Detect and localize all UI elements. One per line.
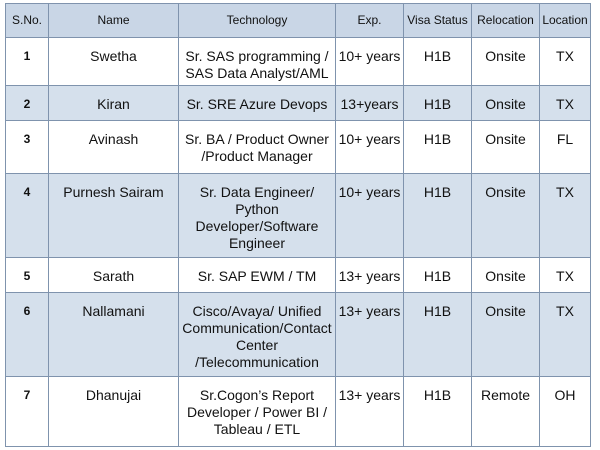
table-row: 6 Nallamani Cisco/Avaya/ Unified Communi… — [5, 292, 591, 377]
cell-visa: H1B — [403, 120, 472, 174]
cell-name: Avinash — [48, 120, 179, 174]
cell-name: Purnesh Sairam — [48, 173, 179, 258]
header-technology: Technology — [178, 3, 336, 38]
cell-technology-text: Sr. SAP EWM / TM — [197, 268, 317, 284]
cell-name: Kiran — [48, 85, 179, 121]
cell-relocation: Onsite — [471, 292, 540, 377]
cell-visa: H1B — [403, 376, 472, 447]
cell-exp: 13+ years — [335, 376, 404, 447]
cell-technology-text: Sr. BA / Product Owner /Product Manager — [185, 131, 329, 164]
cell-technology: Sr. SAS programming / SAS Data Analyst/A… — [178, 37, 336, 86]
cell-location: OH — [539, 376, 591, 447]
cell-exp: 10+ years — [335, 37, 404, 86]
cell-technology-text: Cisco/Avaya/ Unified Communication/Conta… — [182, 303, 332, 370]
candidate-table: S.No. Name Technology Exp. Visa Status R… — [5, 3, 591, 447]
cell-technology-text: Sr. SAS programming / SAS Data Analyst/A… — [185, 48, 329, 81]
cell-visa: H1B — [403, 257, 472, 293]
cell-sno: 6 — [5, 292, 49, 377]
cell-exp: 13+years — [335, 85, 404, 121]
header-location: Location — [539, 3, 591, 38]
cell-relocation: Onsite — [471, 85, 540, 121]
cell-relocation: Onsite — [471, 37, 540, 86]
cell-technology: Sr.Cogon’s Report Developer / Power BI /… — [178, 376, 336, 447]
cell-name: Swetha — [48, 37, 179, 86]
cell-location: FL — [539, 120, 591, 174]
cell-exp: 13+ years — [335, 292, 404, 377]
table-row: 1 Swetha Sr. SAS programming / SAS Data … — [5, 37, 591, 86]
cell-technology-text: Sr.Cogon’s Report Developer / Power BI /… — [186, 387, 328, 437]
header-relocation: Relocation — [471, 3, 540, 38]
cell-sno: 3 — [5, 120, 49, 174]
cell-technology: Sr. Data Engineer/ Python Developer/Soft… — [178, 173, 336, 258]
cell-location: TX — [539, 173, 591, 258]
cell-exp: 13+ years — [335, 257, 404, 293]
cell-sno: 1 — [5, 37, 49, 86]
table-row: 2 Kiran Sr. SRE Azure Devops 13+years H1… — [5, 85, 591, 121]
cell-technology: Sr. SRE Azure Devops — [178, 85, 336, 121]
header-sno: S.No. — [5, 3, 49, 38]
header-name: Name — [48, 3, 179, 38]
cell-relocation: Remote — [471, 376, 540, 447]
cell-relocation: Onsite — [471, 173, 540, 258]
header-exp: Exp. — [335, 3, 404, 38]
cell-visa: H1B — [403, 173, 472, 258]
cell-technology: Sr. SAP EWM / TM — [178, 257, 336, 293]
cell-sno: 2 — [5, 85, 49, 121]
cell-relocation: Onsite — [471, 120, 540, 174]
cell-technology: Sr. BA / Product Owner /Product Manager — [178, 120, 336, 174]
cell-location: TX — [539, 257, 591, 293]
cell-location: TX — [539, 292, 591, 377]
cell-visa: H1B — [403, 85, 472, 121]
header-row: S.No. Name Technology Exp. Visa Status R… — [5, 3, 591, 38]
cell-sno: 7 — [5, 376, 49, 447]
cell-technology: Cisco/Avaya/ Unified Communication/Conta… — [178, 292, 336, 377]
cell-name: Nallamani — [48, 292, 179, 377]
cell-visa: H1B — [403, 292, 472, 377]
table-row: 4 Purnesh Sairam Sr. Data Engineer/ Pyth… — [5, 173, 591, 258]
cell-relocation: Onsite — [471, 257, 540, 293]
cell-exp: 10+ years — [335, 173, 404, 258]
table-row: 7 Dhanujai Sr.Cogon’s Report Developer /… — [5, 376, 591, 447]
cell-sno: 4 — [5, 173, 49, 258]
cell-location: TX — [539, 37, 591, 86]
cell-location: TX — [539, 85, 591, 121]
cell-technology-text: Sr. SRE Azure Devops — [186, 96, 328, 112]
cell-exp: 10+ years — [335, 120, 404, 174]
cell-name: Sarath — [48, 257, 179, 293]
table-row: 3 Avinash Sr. BA / Product Owner /Produc… — [5, 120, 591, 174]
cell-name: Dhanujai — [48, 376, 179, 447]
cell-technology-text: Sr. Data Engineer/ Python Developer/Soft… — [195, 184, 319, 251]
table-row: 5 Sarath Sr. SAP EWM / TM 13+ years H1B … — [5, 257, 591, 293]
header-visa-status: Visa Status — [403, 3, 472, 38]
cell-visa: H1B — [403, 37, 472, 86]
cell-sno: 5 — [5, 257, 49, 293]
